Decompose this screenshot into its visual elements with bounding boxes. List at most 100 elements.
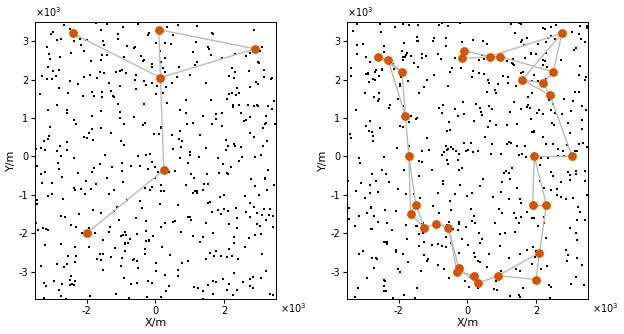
Point <box>527 91 537 96</box>
Point <box>139 79 149 84</box>
Point <box>493 81 503 86</box>
Point <box>251 79 261 85</box>
Point <box>111 292 121 297</box>
Text: $\times10^3$: $\times10^3$ <box>280 302 307 315</box>
Point <box>89 166 99 171</box>
Point <box>526 51 536 57</box>
Point <box>133 153 143 159</box>
Point <box>39 138 49 143</box>
Point <box>354 155 364 160</box>
Point <box>544 98 553 103</box>
Point <box>520 144 530 149</box>
Point <box>411 223 421 229</box>
Point <box>138 58 148 63</box>
Point <box>182 122 192 127</box>
Point <box>515 294 525 300</box>
Point <box>342 93 352 98</box>
Point <box>222 254 232 259</box>
Point <box>56 144 66 149</box>
Point <box>373 189 383 195</box>
Point <box>473 148 483 154</box>
Point <box>559 154 569 159</box>
Point <box>203 44 213 50</box>
Point <box>224 92 234 97</box>
Point <box>538 134 548 139</box>
Point <box>205 250 215 256</box>
Point <box>269 183 279 188</box>
Point <box>218 277 228 282</box>
Point <box>56 293 66 299</box>
Point <box>487 152 497 157</box>
Point <box>490 122 500 128</box>
Point <box>185 72 195 77</box>
Point <box>418 220 428 226</box>
Point <box>32 201 42 207</box>
Point <box>396 84 406 89</box>
Point <box>239 119 249 124</box>
Point <box>572 274 582 280</box>
Point <box>85 72 95 78</box>
Text: $\times10^3$: $\times10^3$ <box>35 5 62 19</box>
Point <box>510 215 520 221</box>
Point <box>55 55 65 60</box>
Point <box>192 59 202 64</box>
Point <box>392 145 402 151</box>
Point <box>44 51 54 56</box>
Point <box>527 215 537 221</box>
Point <box>130 77 140 83</box>
Point <box>205 199 215 204</box>
Point <box>116 264 126 269</box>
Point <box>39 148 49 153</box>
Point <box>456 65 466 71</box>
Point <box>572 256 582 261</box>
Point <box>230 75 240 80</box>
Point <box>404 119 414 125</box>
Point <box>523 94 533 100</box>
Point <box>230 69 240 75</box>
Point <box>539 214 549 219</box>
Point <box>158 188 168 193</box>
Point <box>492 287 502 293</box>
Point <box>198 234 208 240</box>
Point <box>366 182 376 187</box>
Point <box>388 296 398 301</box>
Point <box>51 74 61 79</box>
Point <box>406 211 416 217</box>
Point <box>419 239 429 244</box>
Point <box>115 83 125 89</box>
Point <box>374 96 384 102</box>
Point <box>211 280 221 285</box>
Point <box>539 220 548 226</box>
Point <box>120 71 130 76</box>
Point <box>389 66 399 71</box>
Point <box>396 123 406 129</box>
Point <box>57 175 67 180</box>
Point <box>208 278 218 283</box>
Point <box>71 253 80 258</box>
Point <box>142 219 152 224</box>
Point <box>516 107 526 112</box>
Point <box>567 29 577 35</box>
Point <box>188 190 198 195</box>
Point <box>222 96 232 102</box>
Point <box>388 62 397 67</box>
Point <box>88 19 98 25</box>
Point <box>459 278 469 284</box>
Point <box>417 148 427 154</box>
Point <box>261 113 271 118</box>
Point <box>248 285 258 291</box>
Point <box>482 265 492 270</box>
Point <box>182 182 192 188</box>
Point <box>144 33 154 38</box>
Point <box>577 127 587 132</box>
Point <box>391 208 401 213</box>
Point <box>461 149 471 154</box>
Point <box>529 72 539 77</box>
Point <box>44 134 54 139</box>
Point <box>363 70 373 75</box>
Point <box>63 253 73 259</box>
Point <box>527 117 537 122</box>
Point <box>530 129 540 134</box>
Point <box>119 276 129 281</box>
Point <box>346 135 356 141</box>
